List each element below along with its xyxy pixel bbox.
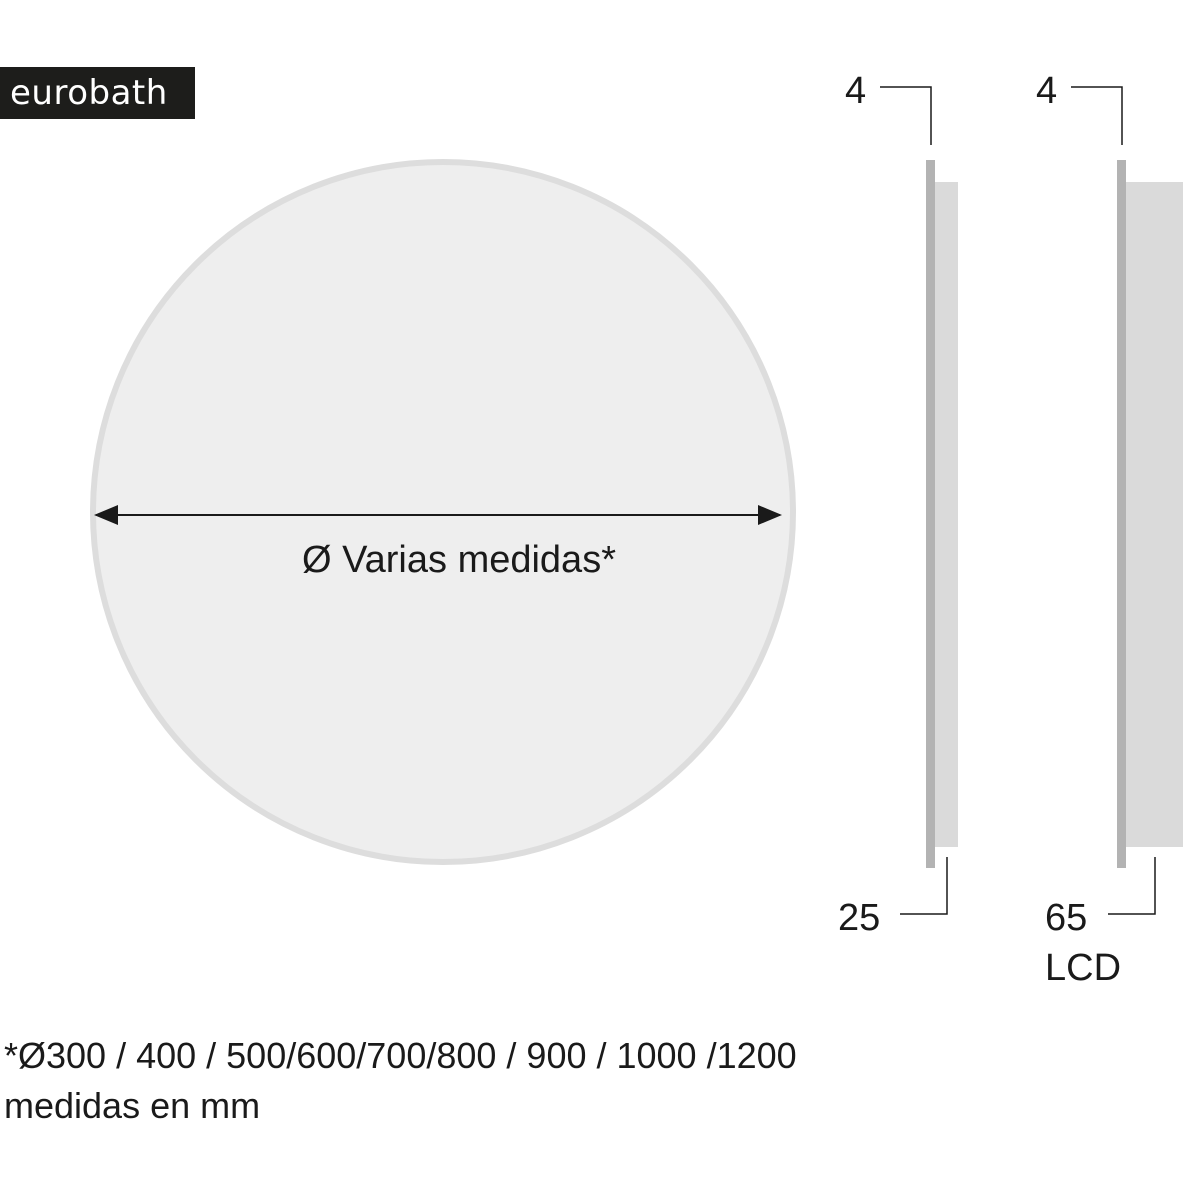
- round-mirror: [90, 159, 796, 865]
- units-note: medidas en mm: [4, 1085, 261, 1126]
- dimension-leader-top: [1071, 86, 1123, 145]
- back-panel: [1126, 182, 1183, 847]
- back-panel: [935, 182, 958, 847]
- depth-label: 25: [838, 897, 880, 939]
- dimension-leader-top: [880, 86, 932, 145]
- logo-text: eurobath: [10, 73, 168, 113]
- thickness-label: 4: [1036, 70, 1057, 112]
- depth-label: 65: [1045, 897, 1087, 939]
- front-view: Ø Varias medidas*: [90, 159, 796, 865]
- mirror-glass: [1117, 160, 1126, 868]
- eurobath-logo: eurobath: [0, 67, 195, 119]
- thickness-label: 4: [845, 70, 866, 112]
- dimension-leader-bottom: [1108, 857, 1156, 915]
- diameter-label: Ø Varias medidas*: [302, 539, 616, 581]
- dimension-leader-bottom: [900, 857, 948, 915]
- mirror-glass: [926, 160, 935, 868]
- lcd-label: LCD: [1045, 947, 1121, 989]
- sizes-footnote: *Ø300 / 400 / 500/600/700/800 / 900 / 10…: [4, 1035, 797, 1076]
- side-view-lcd: 4 65 LCD: [1036, 70, 1183, 989]
- side-view-standard: 4 25: [838, 70, 958, 939]
